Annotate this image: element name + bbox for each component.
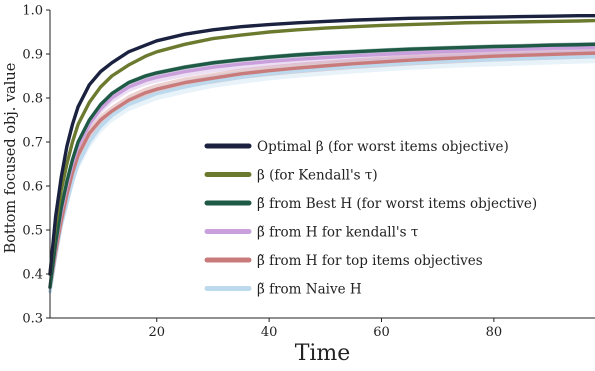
x-tick-label: 40 [261, 325, 278, 340]
series-line [48, 54, 595, 294]
y-tick-label: 0.4 [22, 268, 43, 283]
legend-label: Optimal β (for worst items objective) [257, 139, 509, 155]
y-tick-label: 0.7 [22, 136, 43, 151]
legend-label: β̃ from Naive H [257, 282, 362, 298]
y-tick-label: 1.0 [22, 4, 43, 19]
x-tick-label: 80 [486, 325, 503, 340]
x-axis-title: Time [295, 341, 351, 366]
legend-label: β̃ from Best H (for worst items objectiv… [257, 196, 537, 212]
y-tick-label: 0.5 [22, 224, 43, 239]
legend-label: β̃ from H for kendall's τ [257, 225, 418, 241]
series-line [48, 18, 595, 276]
axes [49, 10, 595, 319]
legend-label: β̃ from H for top items objectives [257, 253, 483, 269]
y-ticks: 0.3 0.4 0.5 0.6 0.7 0.8 0.9 1.0 [22, 4, 50, 327]
series-line [48, 51, 595, 289]
y-tick-label: 0.8 [22, 92, 43, 107]
x-ticks: 20 40 60 80 [148, 318, 502, 340]
y-tick-label: 0.6 [22, 180, 43, 195]
y-tick-label: 0.9 [22, 48, 43, 63]
x-tick-label: 20 [148, 325, 165, 340]
series-line [48, 42, 595, 289]
series-lines [48, 14, 595, 294]
legend: Optimal β (for worst items objective) β (… [204, 139, 537, 298]
legend-label: β (for Kendall's τ) [257, 168, 378, 184]
y-tick-label: 0.3 [22, 312, 43, 327]
series-line [48, 14, 595, 276]
x-tick-label: 60 [373, 325, 390, 340]
y-axis-title: Bottom focused obj. value [3, 63, 19, 254]
